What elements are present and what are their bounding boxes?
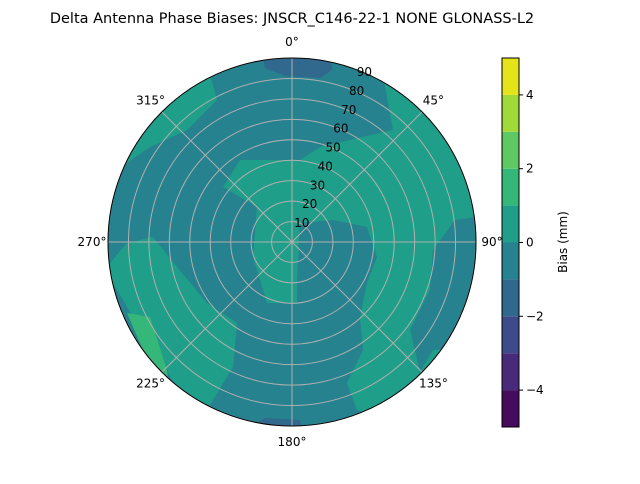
polar-grid [107, 57, 477, 427]
colorbar-bin [502, 205, 519, 243]
radial-tick-label: 90 [357, 65, 372, 79]
angle-tick-label: 0° [285, 35, 299, 49]
angle-tick-label: 270° [78, 235, 107, 249]
angle-tick-label: 135° [419, 376, 448, 390]
angular-gridline [291, 241, 423, 373]
angular-gridline [161, 241, 293, 373]
colorbar-tick-label: −4 [526, 383, 544, 397]
colorbar-bin [502, 390, 519, 427]
colorbar-tick-label: 0 [526, 236, 534, 250]
colorbar-bin [502, 94, 519, 132]
colorbar: −4 −2 0 2 4 [501, 57, 544, 428]
colorbar-label: Bias (mm) [556, 211, 570, 273]
colorbar-bin [502, 316, 519, 354]
radial-tick-label: 50 [325, 141, 340, 155]
radial-tick-label: 60 [333, 122, 348, 136]
radial-tick-label: 40 [318, 159, 333, 173]
contour-region [108, 237, 237, 405]
colorbar-bin [502, 168, 519, 206]
angular-gridline [161, 111, 293, 243]
polar-frame [107, 57, 477, 427]
colorbar-tick-label: −2 [526, 309, 544, 323]
radial-tick-label: 30 [310, 178, 325, 192]
radial-tick-label: 20 [302, 197, 317, 211]
angle-tick-label: 90° [481, 235, 502, 249]
radial-tick-label: 80 [349, 84, 364, 98]
chart-title: Delta Antenna Phase Biases: JNSCR_C146-2… [50, 11, 534, 27]
angle-tick-label: 225° [136, 376, 165, 390]
radial-tick-label: 10 [294, 216, 309, 230]
contour-region [262, 58, 332, 78]
colorbar-tick-label: 4 [526, 88, 534, 102]
colorbar-tick-label: 2 [526, 162, 534, 176]
colorbar-bin [502, 242, 519, 280]
colorbar-bin [502, 279, 519, 317]
radial-tick-label: 70 [341, 103, 356, 117]
angle-tick-label: 180° [278, 435, 307, 449]
colorbar-bin [502, 353, 519, 391]
angle-tick-label: 315° [136, 94, 165, 108]
angle-tick-label: 45° [423, 94, 444, 108]
colorbar-bin [502, 131, 519, 169]
colorbar-bin [502, 58, 519, 95]
angular-gridline [291, 111, 423, 243]
